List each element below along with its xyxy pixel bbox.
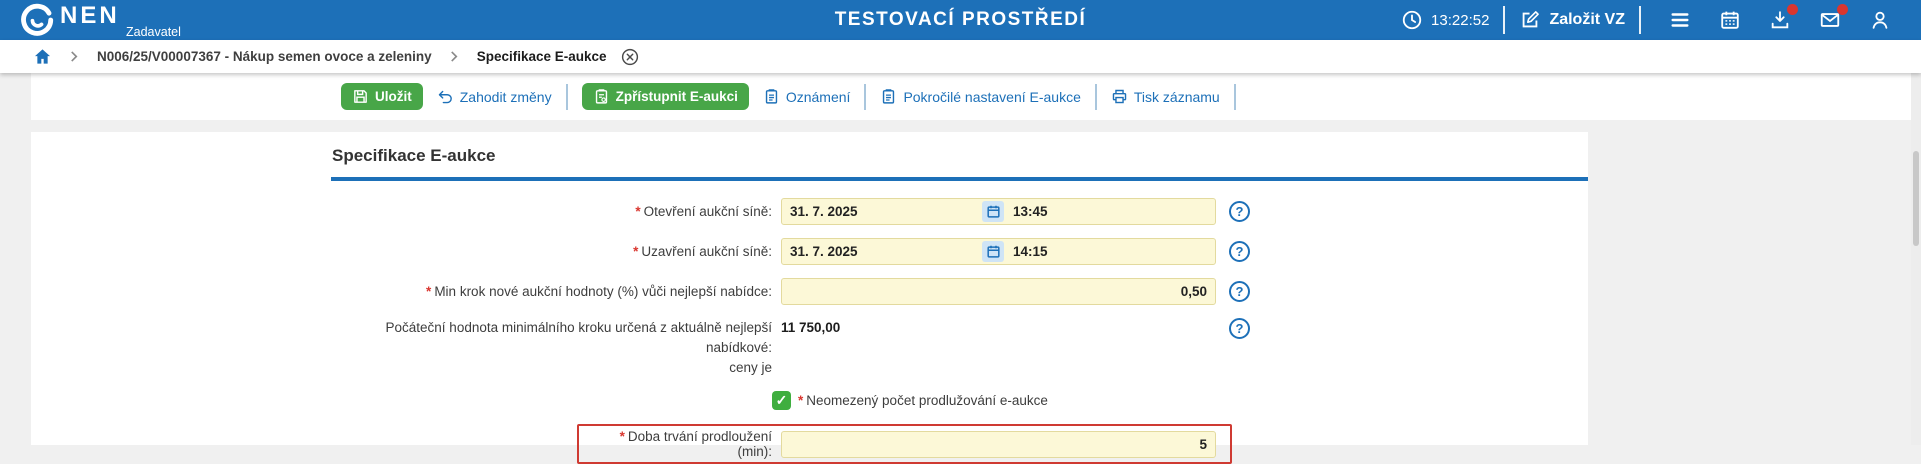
environment-title: TESTOVACÍ PROSTŘEDÍ <box>834 9 1087 30</box>
clock-display: 13:22:52 <box>1401 9 1489 31</box>
help-icon[interactable]: ? <box>1229 201 1250 222</box>
advanced-settings-button[interactable]: Pokročilé nastavení E-aukce <box>880 88 1081 105</box>
publish-eauction-button[interactable]: Zpřístupnit E-aukci <box>581 83 749 110</box>
menu-button[interactable] <box>1669 9 1691 31</box>
close-icon[interactable] <box>621 48 639 66</box>
user-button[interactable] <box>1869 9 1891 31</box>
nen-logo-icon <box>21 3 54 36</box>
toolbar-divider <box>1094 83 1097 110</box>
close-room-datepicker-button[interactable] <box>982 241 1004 262</box>
breadcrumb-item-contract[interactable]: N006/25/V00007367 - Nákup semen ovoce a … <box>97 49 432 64</box>
publish-eauction-label: Zpřístupnit E-aukci <box>615 89 738 104</box>
required-marker: * <box>426 283 432 299</box>
nen-logo[interactable]: NEN Zadavatel <box>20 2 181 39</box>
extension-duration-input[interactable] <box>790 436 1207 452</box>
document-icon <box>883 89 895 104</box>
help-icon[interactable]: ? <box>1229 318 1250 339</box>
chevron-right-icon <box>71 51 78 62</box>
unlimited-extensions-label: * Neomezený počet prodlužování e-aukce <box>798 393 1048 408</box>
required-marker: * <box>619 429 625 444</box>
notifications-label: Oznámení <box>785 88 851 105</box>
open-room-datetime-field[interactable]: 31. 7. 2025 13:45 <box>781 198 1216 225</box>
discard-changes-button[interactable]: Zahodit změny <box>437 88 552 105</box>
eauction-specification-panel: Specifikace E-aukce * Otevření aukční sín… <box>31 132 1588 464</box>
open-room-time-value[interactable]: 13:45 <box>1013 204 1048 219</box>
required-marker: * <box>633 243 639 259</box>
required-marker: * <box>798 393 804 408</box>
messages-badge <box>1837 4 1848 15</box>
save-icon <box>354 90 367 103</box>
home-icon[interactable] <box>33 47 52 66</box>
print-record-button[interactable]: Tisk záznamu <box>1111 88 1220 105</box>
section-title-rule <box>331 177 1588 181</box>
clock-time: 13:22:52 <box>1431 11 1490 29</box>
clock-icon <box>1402 10 1422 30</box>
extension-duration-label: * Doba trvání prodloužení (min): <box>619 429 772 459</box>
advanced-settings-label: Pokročilé nastavení E-aukce <box>903 88 1081 105</box>
open-room-datepicker-button[interactable] <box>982 201 1004 222</box>
discard-changes-label: Zahodit změny <box>459 88 552 105</box>
help-icon[interactable]: ? <box>1229 281 1250 302</box>
help-icon[interactable]: ? <box>1229 241 1250 262</box>
section-title: Specifikace E-aukce <box>332 146 496 165</box>
calendar-icon <box>1721 11 1739 29</box>
record-toolbar: Uložit Zahodit změny Zpřístupnit E-aukci… <box>31 73 1911 120</box>
extension-duration-row-highlight: * Doba trvání prodloužení (min): <box>577 424 1232 464</box>
calendar-icon <box>986 205 1000 218</box>
download-icon <box>1771 11 1789 29</box>
close-room-label: * Uzavření aukční síně: <box>633 243 772 259</box>
print-record-label: Tisk záznamu <box>1133 88 1220 105</box>
vertical-scrollbar[interactable] <box>1911 73 1921 445</box>
unlimited-extensions-checkbox[interactable]: ✓ <box>772 391 791 410</box>
mail-icon <box>1820 13 1840 27</box>
clipboard-gear-icon <box>595 89 607 104</box>
chevron-right-icon <box>450 51 458 62</box>
min-step-input[interactable] <box>790 284 1207 299</box>
undo-icon <box>438 90 452 104</box>
downloads-badge <box>1787 4 1798 15</box>
close-room-datetime-field[interactable]: 31. 7. 2025 14:15 <box>781 238 1216 265</box>
notifications-button[interactable]: Oznámení <box>763 88 851 105</box>
required-marker: * <box>635 203 641 219</box>
person-icon <box>1872 11 1888 29</box>
initial-step-label: Počáteční hodnota minimálního kroku urče… <box>385 320 772 375</box>
extension-duration-field-wrap <box>781 430 1216 458</box>
toolbar-divider <box>864 83 867 110</box>
save-button[interactable]: Uložit <box>341 83 423 110</box>
breadcrumb: N006/25/V00007367 - Nákup semen ovoce a … <box>0 40 1921 73</box>
create-vz-label: Založit VZ <box>1549 11 1625 28</box>
app-header: NEN Zadavatel TESTOVACÍ PROSTŘEDÍ 13:22:… <box>0 0 1921 40</box>
toolbar-divider <box>1233 83 1236 110</box>
messages-button[interactable] <box>1819 4 1848 31</box>
initial-step-value: 11 750,00 <box>781 320 841 335</box>
save-label: Uložit <box>375 89 412 104</box>
calendar-button[interactable] <box>1719 9 1741 31</box>
header-divider <box>1503 6 1506 34</box>
create-vz-button[interactable]: Založit VZ <box>1519 9 1625 31</box>
hamburger-icon <box>1671 13 1689 27</box>
close-room-time-value[interactable]: 14:15 <box>1013 244 1048 259</box>
logo-title: NEN <box>60 2 120 29</box>
printer-icon <box>1112 89 1127 104</box>
header-divider <box>1639 6 1641 34</box>
min-step-field-wrap <box>781 278 1216 305</box>
logo-subtitle: Zadavatel <box>126 25 181 39</box>
open-room-date-value[interactable]: 31. 7. 2025 <box>790 204 858 219</box>
min-step-label: * Min krok nové aukční hodnoty (%) vůči n… <box>426 283 772 299</box>
edit-icon <box>1523 11 1540 28</box>
scrollbar-thumb[interactable] <box>1913 151 1919 246</box>
close-room-date-value[interactable]: 31. 7. 2025 <box>790 244 858 259</box>
calendar-icon <box>986 245 1000 258</box>
toolbar-divider <box>565 83 568 110</box>
open-room-label: * Otevření aukční síně: <box>635 203 772 219</box>
breadcrumb-item-current[interactable]: Specifikace E-aukce <box>476 49 607 64</box>
document-icon <box>765 89 778 104</box>
downloads-button[interactable] <box>1769 4 1798 31</box>
